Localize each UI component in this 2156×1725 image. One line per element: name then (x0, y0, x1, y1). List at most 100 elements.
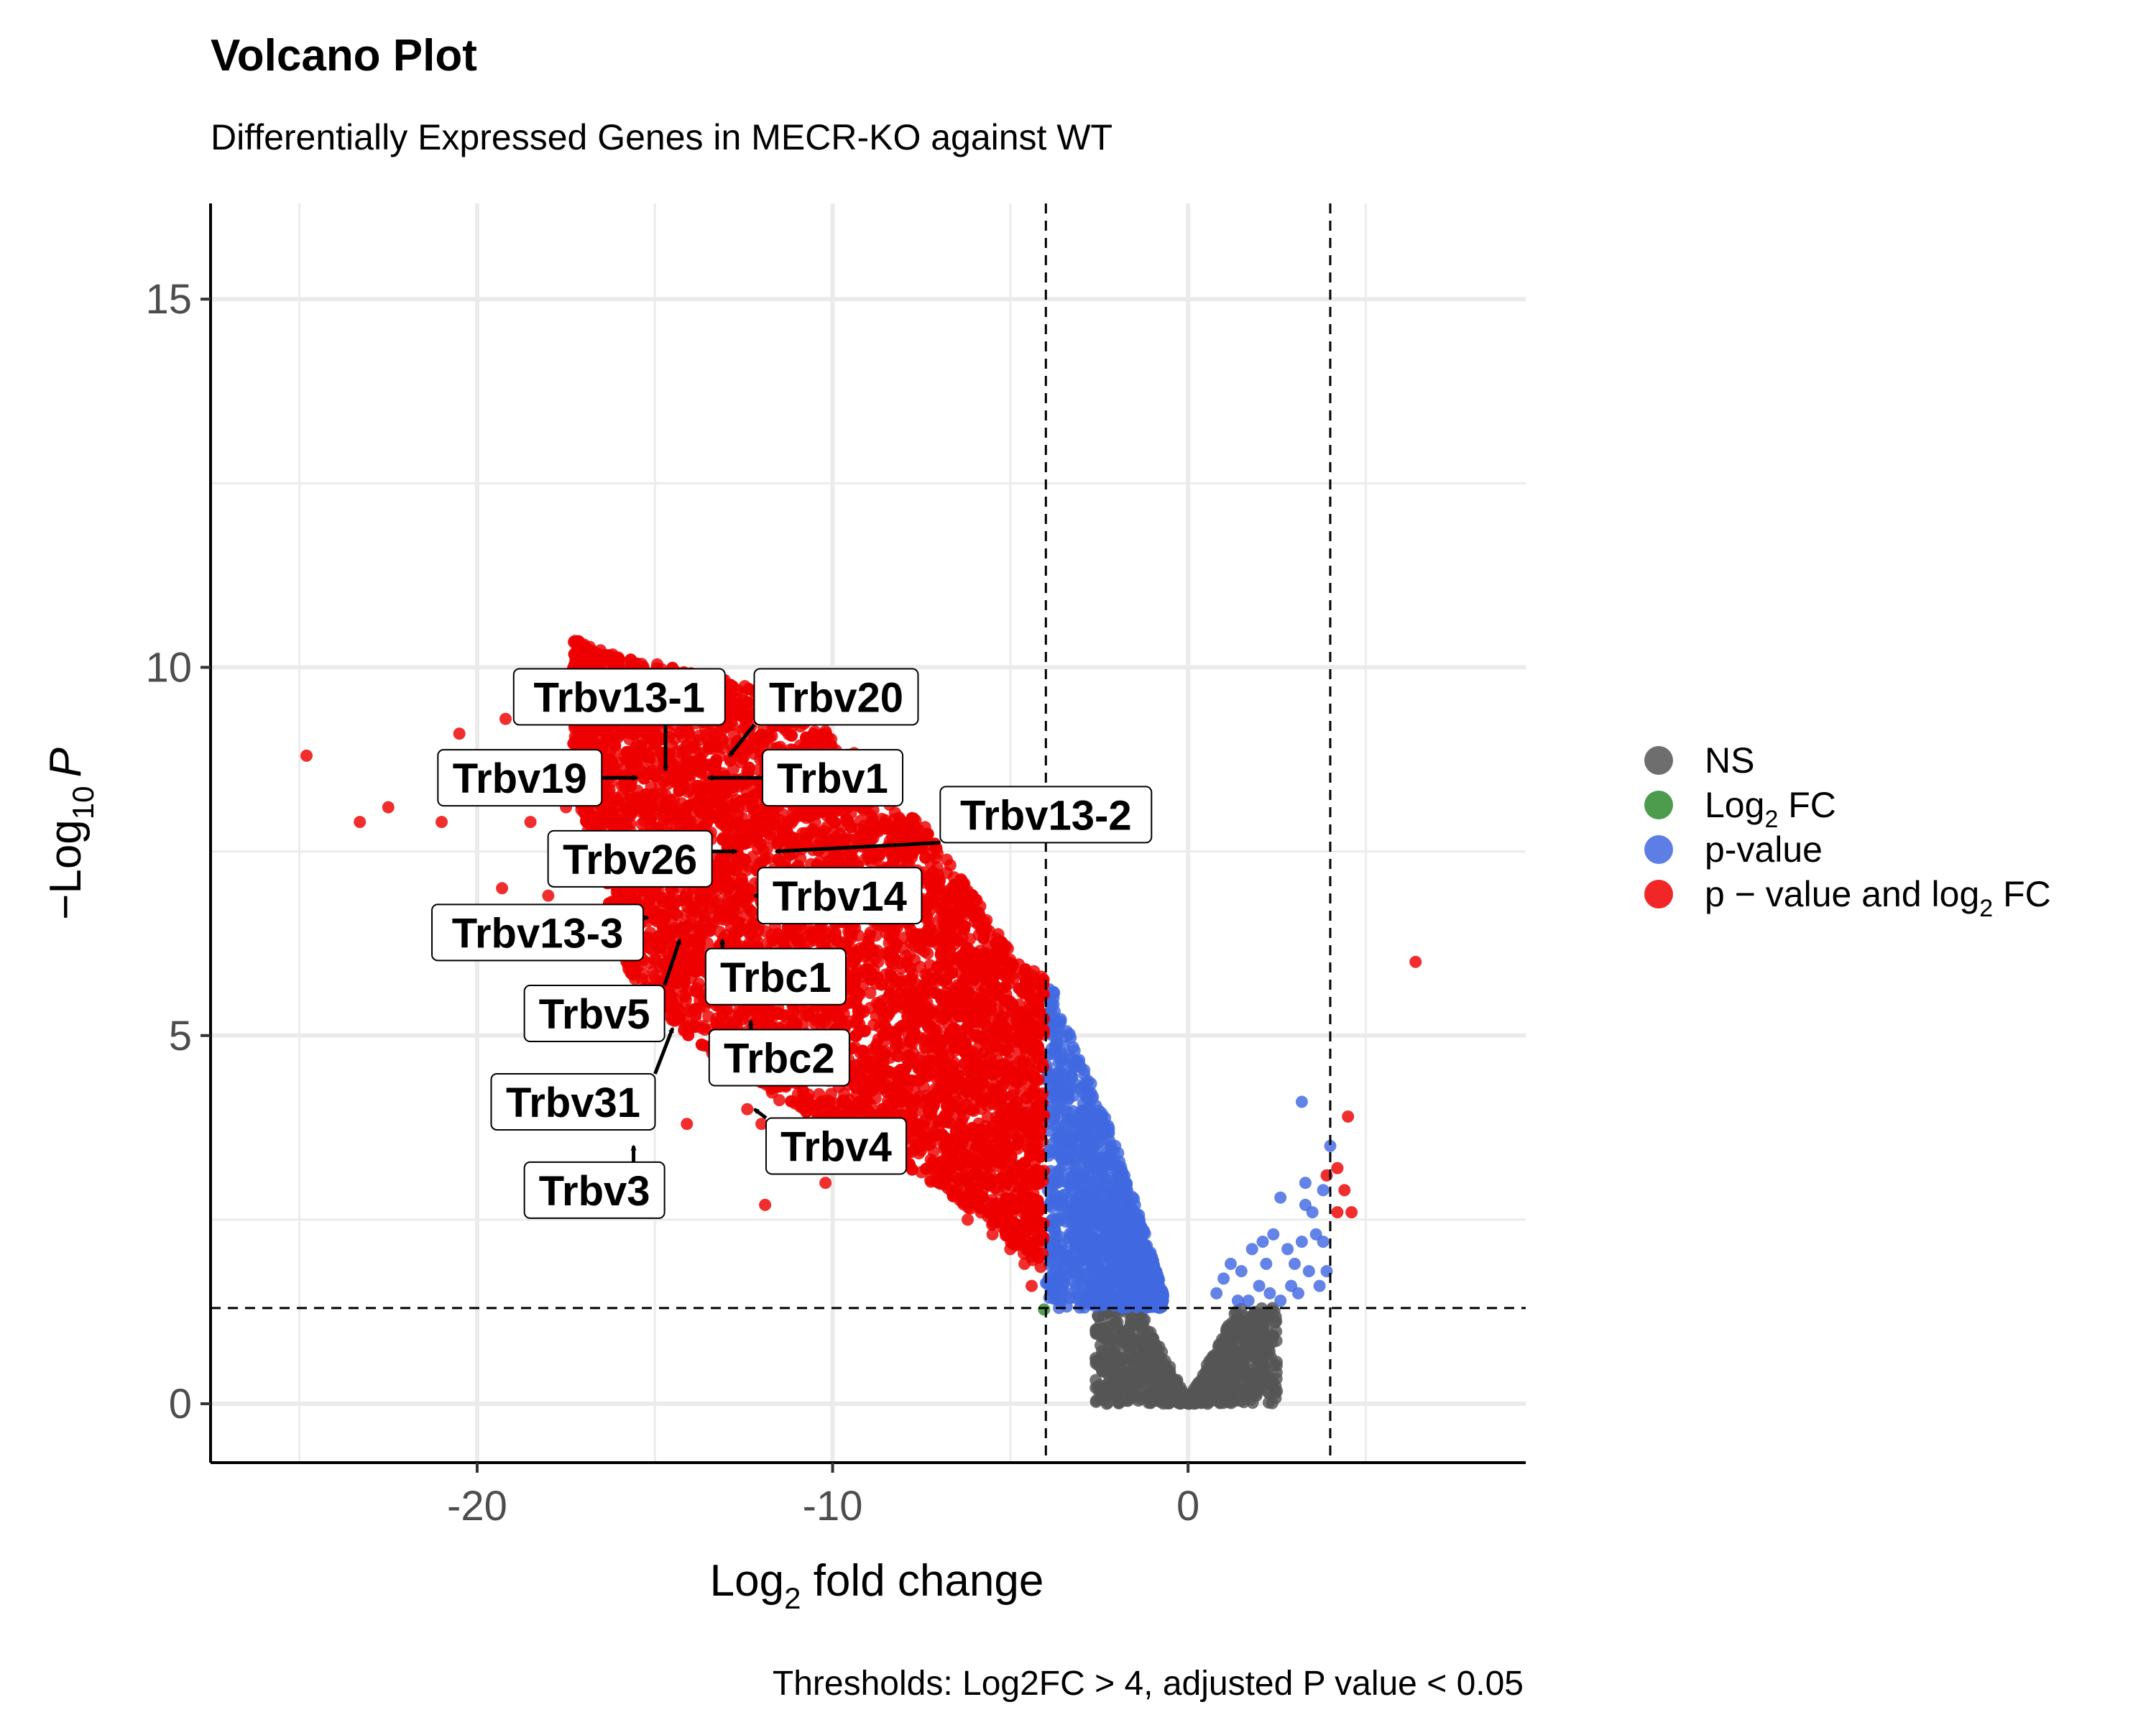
ns-point (1105, 1333, 1118, 1346)
pvalue-point (1070, 1055, 1082, 1068)
pvalue-point (1225, 1257, 1237, 1270)
pvalue-point (1274, 1294, 1287, 1307)
pvalue-point (1050, 1259, 1063, 1271)
pvalue-point (1302, 1265, 1315, 1278)
ns-point (1241, 1336, 1254, 1349)
pvalue-point (1061, 1250, 1074, 1263)
ns-point (1266, 1397, 1279, 1409)
pvalue-point (1295, 1236, 1308, 1248)
pvalue-point (1068, 1150, 1081, 1163)
ns-point (1138, 1360, 1151, 1373)
pvalue-point (1110, 1234, 1123, 1246)
pvalue-point (1046, 1179, 1059, 1192)
pvalue-point (1274, 1191, 1287, 1204)
pvalue-point (1098, 1128, 1111, 1141)
pvalue-point (1115, 1161, 1128, 1174)
pvalue-point (1313, 1279, 1326, 1292)
pvalue-point (1093, 1174, 1106, 1187)
pvalue-point (1053, 1214, 1066, 1227)
ns-point (1239, 1363, 1252, 1376)
pvalue-point (1121, 1191, 1134, 1203)
pvalue-point (1317, 1184, 1330, 1197)
pvalue-point (1081, 1267, 1094, 1280)
pvalue-point (1108, 1180, 1121, 1193)
pvalue-point (1114, 1278, 1127, 1291)
ns-point (1127, 1382, 1140, 1395)
ns-point (1271, 1356, 1283, 1368)
ns-point (1089, 1395, 1102, 1408)
pvalue-point (1317, 1236, 1330, 1248)
pvalue-point (1231, 1294, 1244, 1307)
pvalue-point (1152, 1271, 1165, 1284)
ns-point (1243, 1312, 1256, 1325)
ns-point (1104, 1383, 1117, 1396)
ns-point (1145, 1337, 1158, 1350)
ns-point (1266, 1336, 1279, 1349)
pvalue-point (1242, 1294, 1255, 1307)
pvalue-point (1295, 1095, 1308, 1108)
pvalue-point (1267, 1228, 1280, 1241)
pvalue-point (1097, 1299, 1110, 1312)
pvalue-point (1210, 1287, 1223, 1300)
pvalue-point (1040, 1276, 1052, 1289)
pvalue-point (1087, 1256, 1100, 1269)
pvalue-point (1052, 1029, 1065, 1041)
pvalue-point (1086, 1130, 1098, 1143)
ns-point (1115, 1351, 1128, 1364)
pvalue-point (1047, 1146, 1059, 1159)
pvalue-point (1056, 1052, 1069, 1064)
ns-point (1095, 1330, 1107, 1343)
ns-point (1112, 1395, 1125, 1408)
pvalue-point (1103, 1267, 1116, 1280)
ns-point (1221, 1324, 1234, 1337)
pvalue-point (1217, 1272, 1230, 1285)
pvalue-point (1085, 1092, 1098, 1105)
pvalue-point (1106, 1208, 1118, 1220)
pvalue-point (1048, 1110, 1061, 1123)
pvalue-point (1285, 1279, 1298, 1292)
pvalue-point (1045, 1069, 1058, 1082)
pvalue-point (1118, 1206, 1130, 1219)
ns-point (1205, 1353, 1218, 1366)
pvalue-point (1086, 1278, 1099, 1291)
pvalue-point (1069, 1280, 1082, 1293)
ns-point (1182, 1397, 1195, 1410)
ns-point (1092, 1310, 1105, 1322)
ns-point (1238, 1383, 1251, 1396)
pvalue-point (1075, 1193, 1088, 1206)
ns-point (1095, 1350, 1108, 1363)
pvalue-point (1064, 1138, 1077, 1151)
pvalue-point (1081, 1287, 1094, 1300)
ns-point (1227, 1339, 1240, 1352)
pvalue-point (1110, 1195, 1123, 1208)
pvalue-point (1056, 1159, 1069, 1172)
pvalue-point (1260, 1257, 1273, 1270)
chart-subtitle: Differentially Expressed Genes in MECR-K… (211, 117, 1112, 157)
pvalue-point (1245, 1243, 1258, 1256)
pvalue-point (1299, 1177, 1312, 1190)
ns-point (1217, 1397, 1230, 1409)
pvalue-point (1139, 1279, 1152, 1292)
pvalue-point (1077, 1080, 1090, 1092)
pvalue-point (1114, 1269, 1127, 1282)
ns-point (1162, 1387, 1175, 1400)
pvalue-point (1125, 1288, 1138, 1301)
pvalue-point (1263, 1287, 1276, 1300)
pvalue-point (1132, 1271, 1145, 1284)
ns-point (1093, 1386, 1106, 1399)
ns-point (1269, 1380, 1282, 1393)
ns-point (1216, 1374, 1229, 1386)
pvalue-point (1068, 1113, 1081, 1126)
pvalue-point (1049, 1039, 1061, 1052)
pvalue-point (1281, 1243, 1294, 1256)
ns-point (1148, 1369, 1161, 1382)
pvalue-point (1079, 1227, 1092, 1240)
pvalue-point (1094, 1246, 1107, 1259)
pvalue-point (1045, 1201, 1058, 1213)
ns-point (1145, 1385, 1158, 1398)
ns-point (1193, 1385, 1206, 1398)
ns-point (1132, 1394, 1145, 1407)
pvalue-point (1080, 1103, 1093, 1116)
ns-point (1113, 1325, 1126, 1338)
pvalue-point (1054, 1295, 1067, 1308)
